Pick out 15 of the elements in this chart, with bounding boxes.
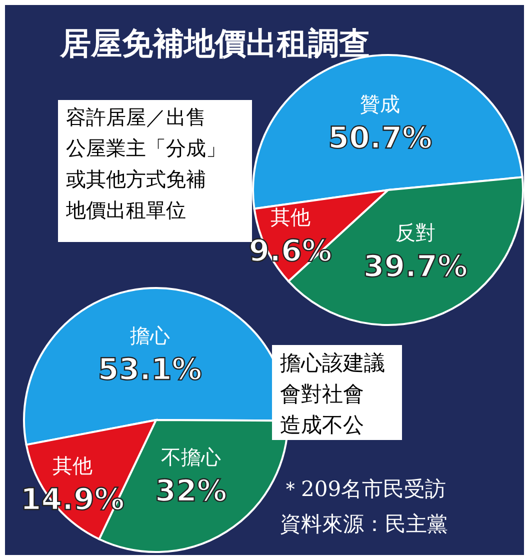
data-label: 39.7% [363,250,468,285]
slice-label: 不擔心 [161,444,222,469]
chart-title: 居屋免補地價出租調查 [59,26,370,62]
slice-label: 其他 [52,454,92,478]
text: ＊209名市民受訪 [280,477,446,501]
slice-label: 擔心 [130,323,170,348]
data-label: 50.7% [328,120,432,156]
slice-label: 反對 [395,220,436,245]
slice-label: 其他 [270,205,310,230]
source-note: 資料來源：民主黨 [280,512,448,536]
data-label: 53.1% [98,352,202,388]
text: 擔心該建議會對社會造成不公 [280,351,385,437]
text: 容許居屋／出售公屋業主「分成」或其他方式免補地價出租單位 [65,105,226,222]
slice-label: 贊成 [360,92,400,116]
data-label: 32% [155,474,227,509]
